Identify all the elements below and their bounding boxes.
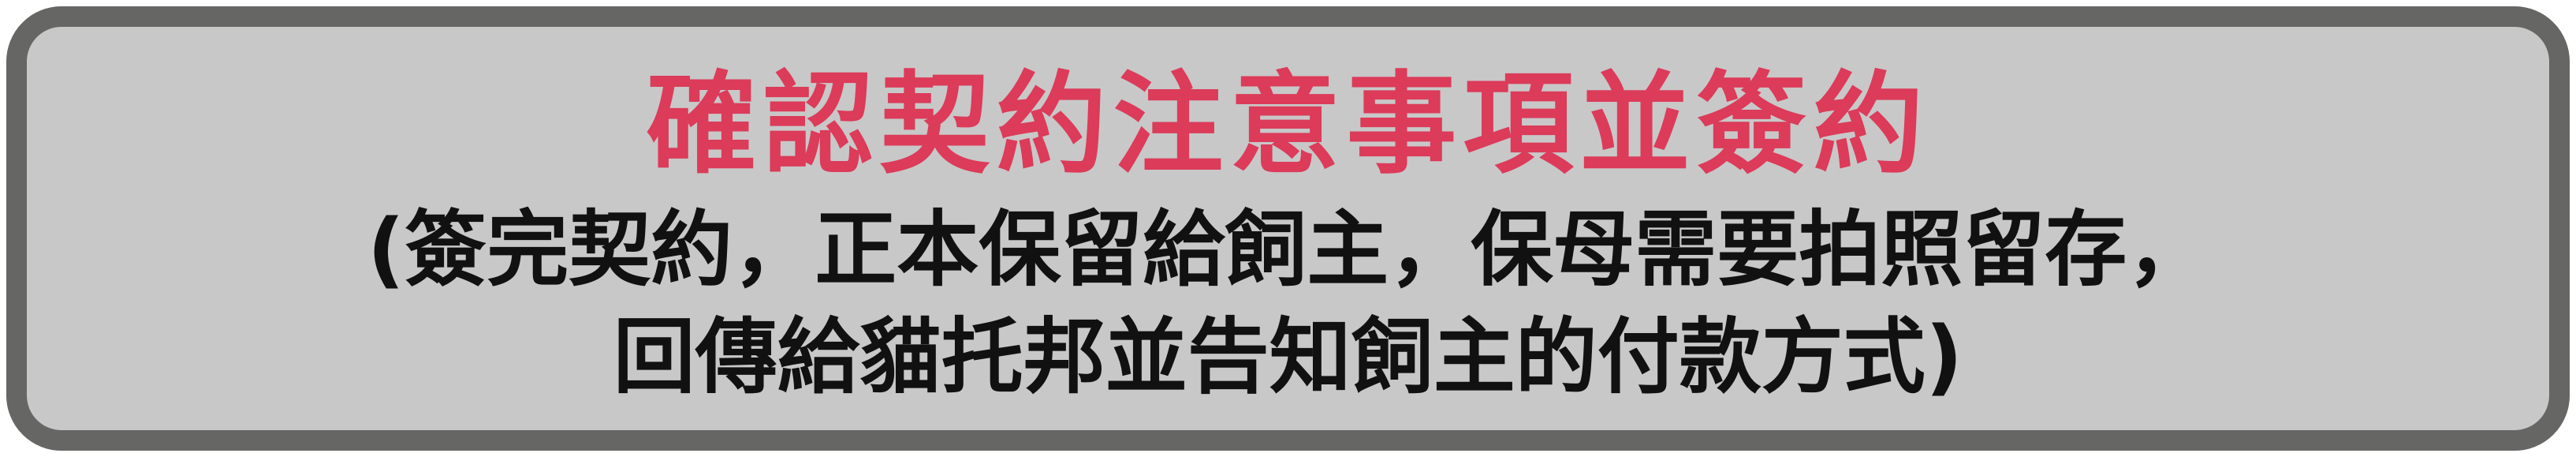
banner-subtitle-line-2: 回傳給貓托邦並告知飼主的付款方式) <box>613 309 1963 405</box>
banner-subtitle-line-1: (簽完契約，正本保留給飼主，保母需要拍照留存， <box>367 201 2209 298</box>
instruction-banner: 確認契約注意事項並簽約 (簽完契約，正本保留給飼主，保母需要拍照留存， 回傳給貓… <box>6 6 2570 451</box>
banner-title: 確認契約注意事項並簽約 <box>646 61 1930 189</box>
